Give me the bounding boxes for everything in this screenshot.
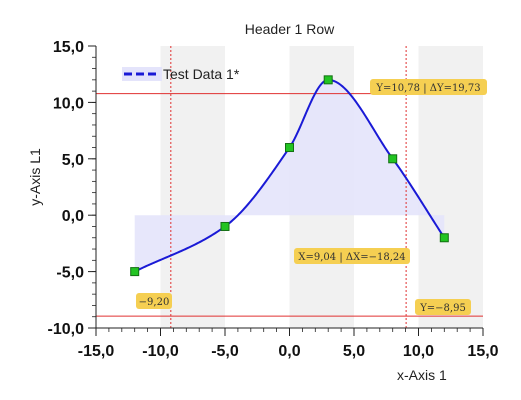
series-area-fill [134, 79, 445, 272]
x-tick-label: -15,0 [78, 343, 115, 360]
cursor-badge: Y=10,78 | ΔY=19,73 [370, 79, 487, 95]
y-tick-label: 15,0 [53, 39, 84, 56]
series-points [130, 75, 449, 277]
x-tick-label: -10,0 [142, 343, 179, 360]
badge-background [294, 248, 410, 264]
data-point [220, 221, 230, 231]
cursor-badges: Y=10,78 | ΔY=19,73 X=9,04 | ΔX=−18,24 −9,2… [136, 79, 487, 315]
x-tick-label: 15,0 [467, 343, 498, 360]
y-tick-label: -5,0 [56, 265, 84, 282]
x-tick-label: 10,0 [403, 343, 434, 360]
badge-label: X=9,04 | ΔX=−18,24 [298, 252, 405, 263]
x-tick-label: 5,0 [343, 343, 365, 360]
x-axis-label: x-Axis 1 [397, 367, 447, 383]
cursor-badge: Y=−8,95 [415, 299, 471, 315]
y-axis-label: y-Axis L1 [27, 148, 43, 206]
legend-label: Test Data 1* [163, 66, 240, 82]
badge-background [415, 299, 471, 315]
data-point [323, 75, 333, 85]
badge-label: Y=−8,95 [419, 303, 466, 314]
cursor-badge: −9,20 [136, 293, 172, 309]
badge-label: −9,20 [139, 297, 170, 308]
y-tick-label: -10,0 [48, 321, 85, 338]
badge-background [136, 293, 172, 309]
y-tick-label: 10,0 [53, 95, 84, 112]
data-point [388, 154, 398, 164]
data-point [285, 143, 294, 153]
x-tick-label: 0,0 [278, 343, 300, 360]
x-tick-label: -5,0 [211, 343, 239, 360]
legend: Test Data 1* [122, 66, 240, 82]
y-tick-label: 0,0 [62, 208, 84, 225]
cursor-badge: X=9,04 | ΔX=−18,24 [294, 248, 410, 264]
ticks: -15,0 -10,0 -5,0 0,0 5,0 10,0 15,0 -10,0 -5,0 0,0… [48, 39, 499, 360]
y-tick-label: 5,0 [62, 152, 84, 169]
chart-title: Header 1 Row [245, 21, 335, 37]
badge-label: Y=10,78 | ΔY=19,73 [375, 83, 480, 94]
data-point [439, 233, 449, 243]
badge-background [370, 79, 487, 95]
data-point [130, 267, 140, 277]
background-band [160, 46, 225, 328]
